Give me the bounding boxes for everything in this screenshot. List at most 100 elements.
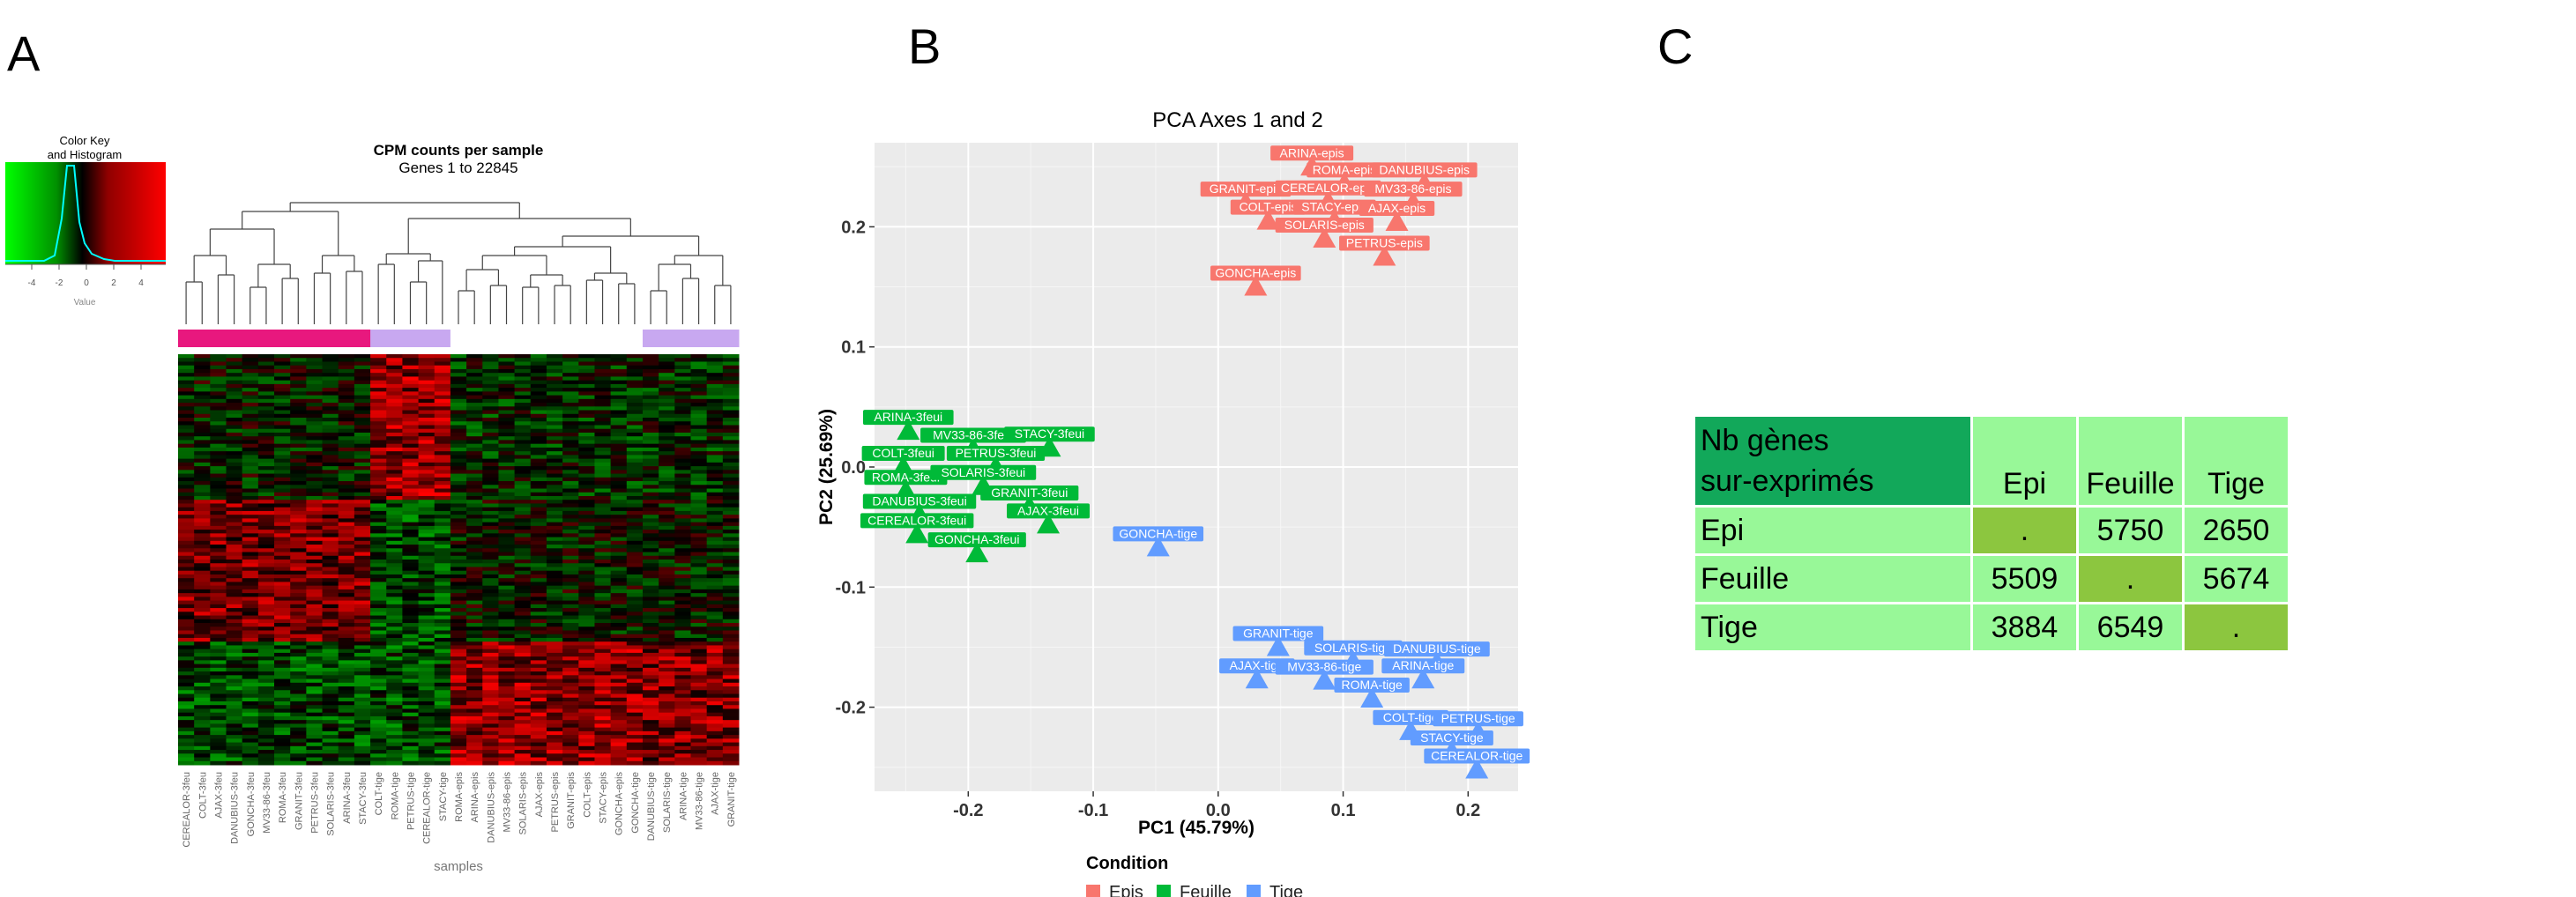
heatmap-cell <box>514 675 532 680</box>
heatmap-cell <box>322 413 339 419</box>
heatmap-cell <box>594 537 612 542</box>
heatmap-cell <box>338 735 355 739</box>
heatmap-cell <box>210 656 227 661</box>
heatmap-cell <box>450 537 467 542</box>
heatmap-cell <box>514 522 532 527</box>
heatmap-cell <box>530 413 547 419</box>
heatmap-cell <box>290 612 307 617</box>
heatmap-cell <box>354 708 371 714</box>
heatmap-cell <box>659 604 675 609</box>
heatmap-cell <box>546 738 563 744</box>
heatmap-cell <box>674 597 691 602</box>
heatmap-cell <box>418 637 436 642</box>
heatmap-cell <box>226 530 243 534</box>
heatmap-cell <box>610 555 628 560</box>
heatmap-cell <box>178 507 195 512</box>
heatmap-cell <box>674 391 691 397</box>
heatmap-cell <box>546 697 563 702</box>
heatmap-cell <box>354 667 371 672</box>
heatmap-cell <box>194 443 211 448</box>
heatmap-cell <box>402 701 420 706</box>
heatmap-cell <box>530 481 547 486</box>
heatmap-cell <box>194 701 211 706</box>
heatmap-cell <box>354 582 371 587</box>
heatmap-cell <box>306 623 324 627</box>
heatmap-cell <box>466 604 483 609</box>
heatmap-cell <box>178 667 195 672</box>
heatmap-cell <box>386 582 403 587</box>
heatmap-cell <box>194 708 211 714</box>
heatmap-cell <box>322 730 339 736</box>
heatmap-cell <box>482 391 499 397</box>
heatmap-cell <box>546 720 563 724</box>
heatmap-cell <box>530 503 547 508</box>
heatmap-cell <box>690 678 708 684</box>
heatmap-cell <box>290 660 307 665</box>
heatmap-cell <box>466 663 483 669</box>
heatmap-cell <box>338 428 355 434</box>
heatmap-cell <box>338 488 355 493</box>
heatmap-cell <box>642 678 659 684</box>
heatmap-cell <box>514 641 532 646</box>
heatmap-cell <box>466 693 483 699</box>
heatmap-cell <box>178 567 195 572</box>
heatmap-cell <box>338 701 355 706</box>
heatmap-cell <box>706 578 724 582</box>
heatmap-cell <box>642 530 659 534</box>
heatmap-cell <box>434 492 451 497</box>
table-cell: 2650 <box>2182 505 2290 556</box>
heatmap-cell <box>290 436 307 441</box>
heatmap-cell <box>706 533 724 538</box>
heatmap-cell <box>706 570 724 575</box>
heatmap-cell <box>322 753 339 759</box>
heatmap-cell <box>226 358 243 362</box>
heatmap-cell <box>722 470 740 475</box>
heatmap-cell <box>722 649 740 654</box>
heatmap-cell <box>594 395 612 400</box>
heatmap-cell <box>626 712 644 717</box>
heatmap-cell <box>482 742 499 747</box>
heatmap-cell <box>706 745 724 751</box>
heatmap-cell <box>546 510 563 515</box>
heatmap-cell <box>274 720 291 724</box>
heatmap-cell <box>338 413 355 419</box>
heatmap-cell <box>242 600 259 605</box>
heatmap-cell <box>418 466 436 471</box>
heatmap-cell <box>610 518 628 523</box>
heatmap-cell <box>610 455 628 460</box>
heatmap-cell <box>706 395 724 400</box>
heatmap-cell <box>450 715 467 721</box>
heatmap-cell <box>659 458 675 463</box>
heatmap-xlabel: samples <box>434 859 483 874</box>
heatmap-cell <box>354 589 371 594</box>
heatmap-cell <box>306 555 324 560</box>
heatmap-cell <box>626 518 644 523</box>
heatmap-cell <box>690 485 708 490</box>
heatmap-cell <box>530 623 547 627</box>
heatmap-cell <box>642 410 659 415</box>
heatmap-cell <box>562 376 579 382</box>
heatmap-cell <box>706 727 724 732</box>
heatmap-cell <box>418 525 436 530</box>
heatmap-cell <box>226 615 243 620</box>
heatmap-cell <box>626 533 644 538</box>
heatmap-cell <box>402 354 420 359</box>
heatmap-cell <box>194 406 211 411</box>
heatmap-cell <box>290 567 307 572</box>
heatmap-cell <box>482 678 499 684</box>
heatmap-cell <box>690 470 708 475</box>
heatmap-cell <box>242 418 259 422</box>
heatmap-cell <box>594 608 612 612</box>
heatmap-cell <box>402 641 420 646</box>
point-label: GRANIT-3feui <box>991 486 1068 500</box>
heatmap-cell <box>450 675 467 680</box>
heatmap-cell <box>434 383 451 389</box>
heatmap-cell <box>450 481 467 486</box>
heatmap-cell <box>514 395 532 400</box>
heatmap-cell <box>274 373 291 377</box>
heatmap-cell <box>498 443 516 448</box>
sample-label: GRANIT-3feu <box>294 772 304 830</box>
heatmap-cell <box>370 432 387 437</box>
heatmap-cell <box>530 470 547 475</box>
heatmap-cell <box>546 406 563 411</box>
